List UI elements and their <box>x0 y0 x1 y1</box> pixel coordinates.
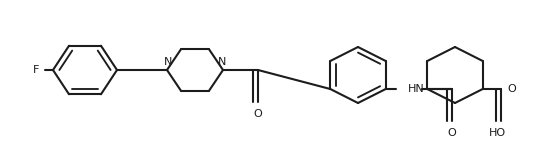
Text: HN: HN <box>408 84 424 94</box>
Text: HO: HO <box>489 128 506 138</box>
Text: O: O <box>508 84 516 94</box>
Text: N: N <box>164 57 172 67</box>
Text: O: O <box>254 109 262 119</box>
Text: F: F <box>33 65 39 75</box>
Text: N: N <box>218 57 226 67</box>
Text: O: O <box>447 128 456 138</box>
